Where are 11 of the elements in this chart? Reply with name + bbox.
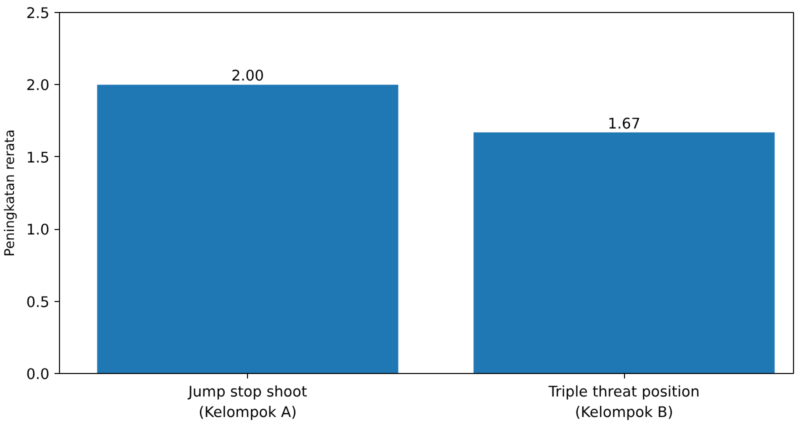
- data-label: 1.67: [608, 115, 640, 132]
- x-tick-label: Triple threat position (Kelompok B): [548, 384, 700, 421]
- y-tick-label: 0.0: [26, 366, 50, 383]
- x-tick-label: Jump stop shoot (Kelompok A): [187, 384, 308, 421]
- y-axis-title: Peningkatan rerata: [3, 130, 18, 256]
- y-tick-label: 0.5: [26, 294, 50, 311]
- y-tick-label: 2.5: [26, 5, 50, 22]
- data-label: 2.00: [231, 68, 264, 85]
- y-tick-label: 1.5: [26, 149, 50, 166]
- y-tick-label: 2.0: [26, 77, 50, 94]
- y-tick-label: 1.0: [26, 222, 50, 239]
